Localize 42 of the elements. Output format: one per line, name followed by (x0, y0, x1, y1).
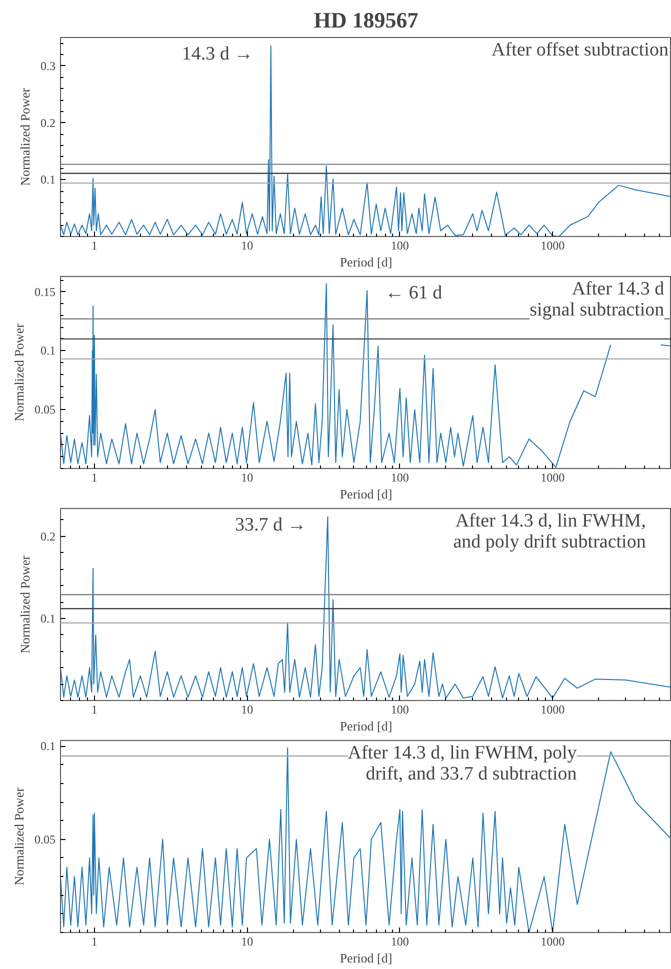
x-tick-label: 100 (390, 470, 409, 484)
y-tick-label: 0.2 (40, 116, 56, 130)
x-tick-label: 1 (91, 238, 98, 252)
x-tick-label: 100 (390, 702, 409, 716)
annotation: ← 61 d (385, 282, 443, 304)
chart-title: HD 189567 (314, 8, 418, 32)
y-tick-label: 0.1 (40, 344, 56, 358)
annotation: After 14.3 d, lin FWHM, poly drift, and 33.7 d subtraction (348, 742, 578, 784)
x-tick-label: 1 (91, 702, 98, 716)
x-tick-label: 10 (241, 702, 254, 716)
annotation: After 14.3 d signal subtraction (530, 278, 665, 320)
annotation: After 14.3 d, lin FWHM, and poly drift subtraction (453, 510, 646, 552)
x-tick-label: 100 (390, 934, 409, 948)
x-tick-label: 1000 (540, 702, 565, 716)
y-tick-label: 0.05 (34, 402, 56, 417)
x-tick-label: 1000 (540, 470, 565, 484)
y-axis-title: Normalized Power (18, 87, 32, 186)
x-axis-title: Period [d] (340, 486, 392, 502)
y-tick-label: 0.1 (40, 172, 56, 187)
annotation: 14.3 d → (182, 44, 254, 64)
y-tick-label: 0.1 (40, 739, 56, 754)
y-tick-label: 0.05 (34, 832, 56, 846)
y-tick-label: 0.2 (40, 529, 56, 544)
y-tick-label: 0.15 (34, 284, 56, 299)
x-tick-label: 10 (241, 934, 254, 948)
x-tick-label: 1000 (540, 934, 565, 948)
annotation: 33.7 d → (235, 514, 306, 536)
y-axis-title: Normalized Power (12, 322, 26, 422)
annotation: After offset subtraction (492, 40, 669, 60)
x-axis-title: Period [d] (340, 950, 392, 966)
x-tick-label: 10 (241, 470, 254, 484)
x-axis-title: Period [d] (340, 254, 392, 270)
y-tick-label: 0.3 (40, 58, 56, 73)
y-tick-label: 0.1 (40, 611, 56, 626)
x-tick-label: 10 (241, 238, 254, 252)
x-tick-label: 1 (91, 470, 98, 484)
y-axis-title: Normalized Power (12, 786, 26, 886)
x-axis-title: Period [d] (340, 718, 392, 734)
x-tick-label: 1 (91, 934, 98, 948)
x-tick-label: 1000 (540, 238, 565, 252)
y-axis-title: Normalized Power (18, 554, 32, 654)
x-tick-label: 100 (390, 238, 409, 252)
